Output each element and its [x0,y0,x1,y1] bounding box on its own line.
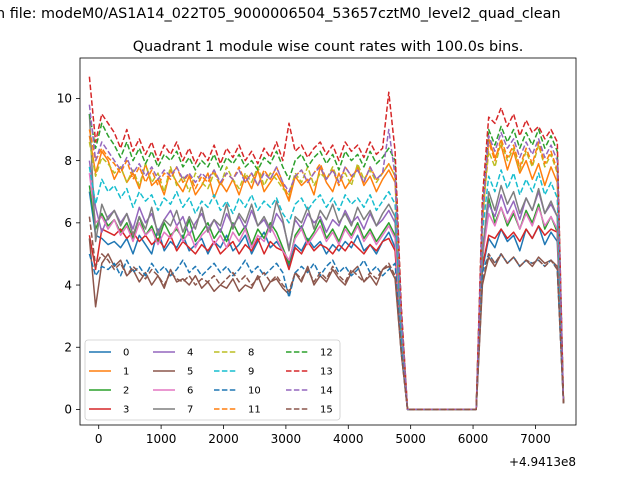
series-line-8 [88,141,565,411]
legend-label-4: 4 [187,348,193,359]
y-tick-label: 10 [57,92,72,106]
series-line-11 [88,129,565,411]
axes-frame [79,57,577,426]
chart-title: Quadrant 1 module wise count rates with … [133,39,524,55]
legend-label-3: 3 [123,405,129,416]
x-tick-label: 4000 [333,432,364,446]
y-tick-label: 8 [64,154,72,168]
series-layer [88,76,565,411]
x-tick-label: 5000 [395,432,426,446]
series-line-15 [88,216,565,411]
x-tick-label: 1000 [146,432,177,446]
y-tick-label: 2 [64,341,72,355]
series-line-13 [88,76,565,411]
legend-label-5: 5 [187,367,193,378]
x-tick-label: 0 [95,432,103,446]
series-line-10 [88,253,565,411]
legend-label-15: 15 [320,405,333,416]
series-line-14 [88,104,565,411]
legend-label-11: 11 [248,405,261,416]
y-tick-label: 4 [64,278,72,292]
legend-label-1: 1 [123,367,129,378]
legend-frame [84,339,341,421]
legend-label-13: 13 [320,367,333,378]
series-line-6 [88,173,565,411]
y-axis: 0 2 4 6 8 10 [57,92,80,417]
legend-label-8: 8 [248,348,254,359]
x-tick-label: 3000 [271,432,302,446]
legend-label-10: 10 [248,386,261,397]
y-tick-label: 6 [64,216,72,230]
legend-label-12: 12 [320,348,333,359]
y-tick-label: 0 [64,403,72,417]
legend-label-9: 9 [248,367,254,378]
legend-label-0: 0 [123,348,129,359]
series-line-7 [88,113,565,411]
x-tick-label: 6000 [458,432,489,446]
x-tick-label: 7000 [520,432,551,446]
series-line-3 [88,225,565,411]
legend-label-6: 6 [187,386,193,397]
legend-label-7: 7 [187,405,193,416]
series-line-9 [88,166,565,411]
figure-suptitle: n file: modeM0/AS1A14_022T05_9000006504_… [0,6,561,22]
x-offset-label: +4.9413e8 [509,455,576,469]
plot-area [79,57,577,426]
x-tick-label: 2000 [208,432,239,446]
legend-label-14: 14 [320,386,333,397]
x-axis: 0 1000 2000 3000 4000 5000 6000 7000 [95,425,551,446]
legend-label-2: 2 [123,386,129,397]
